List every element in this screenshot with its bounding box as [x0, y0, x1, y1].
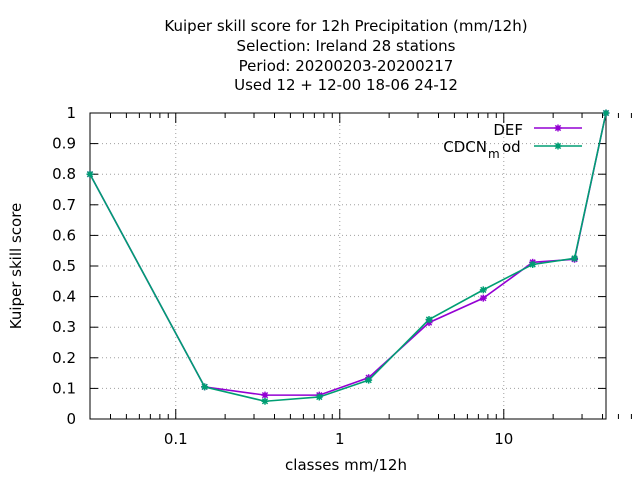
title-line-1: Kuiper skill score for 12h Precipitation… [164, 17, 527, 35]
data-point-center [556, 144, 560, 148]
data-point-center [556, 126, 560, 130]
data-point-center [481, 296, 486, 301]
title-line-3: Period: 20200203-20200217 [239, 57, 454, 75]
axes [89, 112, 632, 420]
y-tick-label: 0.6 [52, 226, 76, 244]
data-point-center [88, 172, 92, 177]
data-point-center [317, 394, 322, 399]
legend-label-cdcn-suffix: od [502, 138, 521, 156]
grid [90, 113, 606, 419]
y-tick-label: 0.7 [52, 196, 76, 214]
data-point-center [604, 111, 608, 115]
y-tick-label: 0.8 [52, 165, 76, 183]
data-point [554, 124, 562, 132]
x-tick-label: 0.1 [164, 430, 188, 448]
data-point-center [262, 399, 267, 404]
legend-label-cdcn: CDCN [443, 138, 487, 156]
data-point [479, 286, 487, 294]
data-point-center [427, 317, 432, 322]
series-line-1 [89, 112, 607, 396]
data-point [365, 376, 373, 384]
data-point [86, 170, 94, 178]
data-point [261, 391, 269, 399]
data-point-center [481, 287, 486, 292]
x-tick-label: 10 [494, 430, 513, 448]
legend-label-cdcn-subscript: m [488, 147, 500, 161]
data-point-center [572, 256, 577, 261]
legend-label-def: DEF [493, 121, 523, 139]
legend: DEF CDCN m od [443, 121, 582, 161]
series-line-2 [89, 112, 607, 403]
y-tick-labels: 0 0.1 0.2 0.3 0.4 0.5 0.6 0.7 0.8 0.9 1 [52, 104, 76, 428]
legend-label-cdcnmod: CDCN m od [443, 138, 520, 161]
y-tick-label: 0.2 [52, 349, 76, 367]
y-axis-label: Kuiper skill score [7, 203, 25, 330]
data-point [425, 316, 433, 324]
chart-title: Kuiper skill score for 12h Precipitation… [164, 17, 527, 94]
title-line-2: Selection: Ireland 28 stations [237, 37, 456, 55]
title-line-4: Used 12 + 12-00 18-06 24-12 [234, 76, 458, 94]
x-tick-labels: 0.1 1 10 [164, 430, 513, 448]
y-tick-label: 0 [66, 410, 76, 428]
y-tick-label: 0.5 [52, 257, 76, 275]
data-point [554, 142, 562, 150]
data-point [602, 109, 610, 117]
y-tick-label: 1 [66, 104, 76, 122]
y-tick-label: 0.9 [52, 135, 76, 153]
data-point [201, 383, 209, 391]
data-point [261, 397, 269, 405]
data-point [529, 260, 537, 268]
data-point [315, 393, 323, 401]
x-tick-label: 1 [335, 430, 345, 448]
data-point-center [202, 384, 207, 389]
series-layer [86, 109, 610, 405]
data-point-center [366, 378, 371, 383]
data-point [479, 294, 487, 302]
x-axis-label: classes mm/12h [285, 456, 407, 474]
data-point-center [530, 262, 535, 267]
plot-border [89, 112, 607, 420]
y-tick-label: 0.4 [52, 288, 76, 306]
y-tick-label: 0.1 [52, 379, 76, 397]
y-tick-label: 0.3 [52, 318, 76, 336]
data-point [571, 254, 579, 262]
data-point-center [262, 393, 267, 398]
